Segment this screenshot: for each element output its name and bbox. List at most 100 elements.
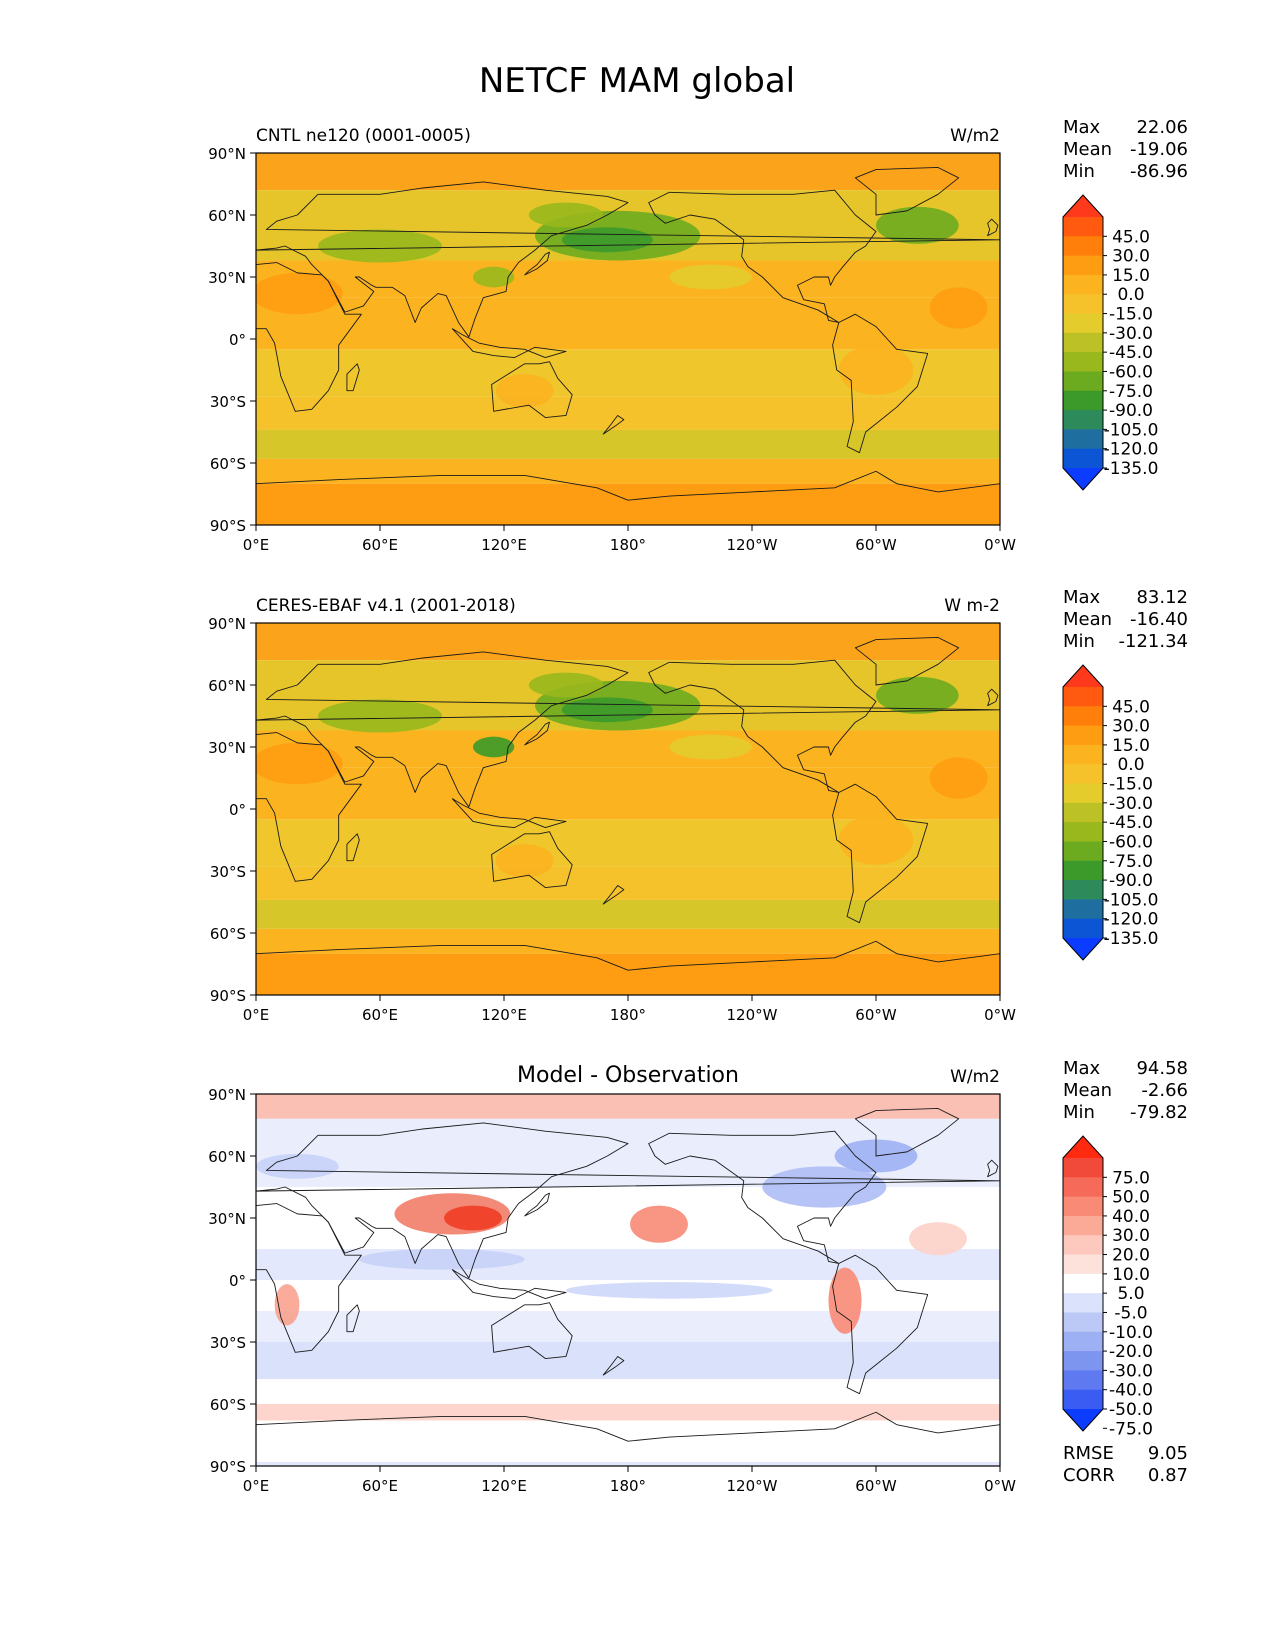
field-band	[256, 1461, 1000, 1466]
coastline	[346, 1304, 360, 1333]
figure-title: NETCF MAM global	[479, 61, 795, 101]
field-band	[256, 928, 1000, 954]
stat-value: -86.96	[1130, 161, 1188, 182]
field-anomaly	[444, 1205, 502, 1231]
lat-tick-label: 60°N	[208, 207, 246, 225]
colorbar-tick-label: -30.0	[1109, 324, 1153, 344]
coastline	[256, 1411, 1000, 1466]
colorbar-segment	[1063, 429, 1103, 450]
stat-value: -19.06	[1130, 139, 1188, 160]
field-band	[256, 396, 1000, 430]
lat-tick-label: 60°S	[210, 1396, 246, 1414]
coastline	[832, 783, 929, 924]
lon-tick-label: 60°W	[855, 1006, 897, 1024]
lat-tick-label: 30°S	[210, 863, 246, 881]
lon-tick-label: 0°W	[984, 1006, 1016, 1024]
panel-left-title: CERES-EBAF v4.1 (2001-2018)	[256, 596, 516, 616]
field-band	[256, 730, 1000, 768]
field-anomaly	[318, 229, 442, 263]
field-band	[256, 899, 1000, 929]
colorbar-extend-max	[1063, 665, 1103, 687]
coastline	[832, 313, 929, 454]
lon-tick-label: 0°W	[984, 1477, 1016, 1495]
coastline	[491, 361, 573, 418]
colorbar-segment	[1063, 802, 1103, 823]
colorbar-segment	[1063, 1196, 1103, 1217]
colorbar-tick-label: 5.0	[1117, 1284, 1144, 1304]
coastline	[854, 1108, 960, 1157]
field-anomaly	[318, 699, 442, 733]
colorbar-segment	[1063, 1293, 1103, 1313]
colorbar-tick-label: -60.0	[1109, 832, 1153, 852]
lat-tick-label: 0°	[229, 331, 246, 349]
stat-label: Min	[1063, 1102, 1095, 1123]
lat-tick-label: 30°S	[210, 393, 246, 411]
colorbar-tick-label: -45.0	[1109, 813, 1153, 833]
coastline	[491, 1302, 573, 1359]
stat-label: Min	[1063, 631, 1095, 652]
stat-label: Min	[1063, 161, 1095, 182]
field-anomaly	[669, 264, 753, 290]
field-anomaly	[828, 1267, 862, 1334]
field-anomaly	[495, 844, 554, 878]
colorbar-segment	[1063, 725, 1103, 746]
field-anomaly	[495, 374, 554, 408]
lat-tick-label: 30°N	[208, 1210, 246, 1228]
lat-tick-label: 30°N	[208, 269, 246, 287]
colorbar-tick-label: -75.0	[1109, 1419, 1153, 1439]
colorbar-tick-label: -60.0	[1109, 362, 1153, 382]
field-anomaly	[838, 815, 914, 865]
colorbar-tick-label: 40.0	[1112, 1207, 1150, 1227]
field-band	[256, 153, 1000, 191]
colorbar-segment	[1063, 918, 1103, 939]
colorbar-segment	[1063, 448, 1103, 469]
coastline	[451, 328, 567, 359]
lon-tick-label: 0°E	[243, 1006, 270, 1024]
map-field-reference	[256, 623, 1000, 995]
colorbar-tick-label: 75.0	[1112, 1168, 1150, 1188]
lon-tick-label: 180°	[610, 1477, 646, 1495]
coastline	[256, 1122, 1000, 1279]
field-anomaly	[359, 1249, 525, 1270]
colorbar-tick-label: -40.0	[1109, 1381, 1153, 1401]
colorbar-tick-label: 30.0	[1112, 717, 1150, 737]
field-band	[256, 429, 1000, 459]
stat-value: 83.12	[1136, 587, 1188, 608]
colorbar-segment	[1063, 1177, 1103, 1198]
colorbar-extend-min	[1063, 938, 1103, 960]
field-band	[256, 1249, 1000, 1280]
colorbar-segment	[1063, 783, 1103, 804]
colorbar-extend-min	[1063, 1409, 1103, 1431]
colorbar-segment	[1063, 352, 1103, 372]
colorbar-segment	[1063, 841, 1103, 862]
colorbar-segment	[1063, 410, 1103, 430]
lon-tick-label: 60°E	[362, 1006, 398, 1024]
coastline	[256, 1203, 362, 1353]
colorbar-tick-label: -105.0	[1104, 420, 1159, 440]
colorbar-segment	[1063, 899, 1103, 920]
coastline	[987, 1159, 999, 1178]
colorbar-segment	[1063, 687, 1103, 707]
colorbar-segment	[1063, 1351, 1103, 1371]
stat-label: Mean	[1063, 1080, 1112, 1101]
field-band	[256, 953, 1000, 995]
field-anomaly	[929, 757, 988, 799]
panel-test: 90°N 60°N 30°N 0° 30°S 60°S 90°S0°E 60°E 120°E 18…	[208, 117, 1188, 554]
colorbar-segment	[1063, 1215, 1103, 1236]
lat-tick-label: 0°	[229, 1272, 246, 1290]
colorbar-tick-label: 10.0	[1112, 1265, 1150, 1285]
map-field-test	[256, 153, 1000, 525]
panel-units: W/m2	[950, 126, 1000, 146]
stat-value: -79.82	[1130, 1102, 1188, 1123]
colorbar-tick-label: 30.0	[1112, 247, 1150, 267]
field-band	[256, 1342, 1000, 1380]
panel-left-title: CNTL ne120 (0001-0005)	[256, 126, 471, 146]
colorbar-tick-label: -75.0	[1109, 852, 1153, 872]
colorbar-segment	[1063, 313, 1103, 334]
field-anomaly	[876, 676, 959, 714]
colorbar-segment	[1063, 332, 1103, 353]
coastline	[346, 363, 360, 392]
field-anomaly	[473, 266, 515, 288]
lat-tick-label: 90°N	[208, 615, 246, 633]
lat-tick-label: 30°S	[210, 1334, 246, 1352]
